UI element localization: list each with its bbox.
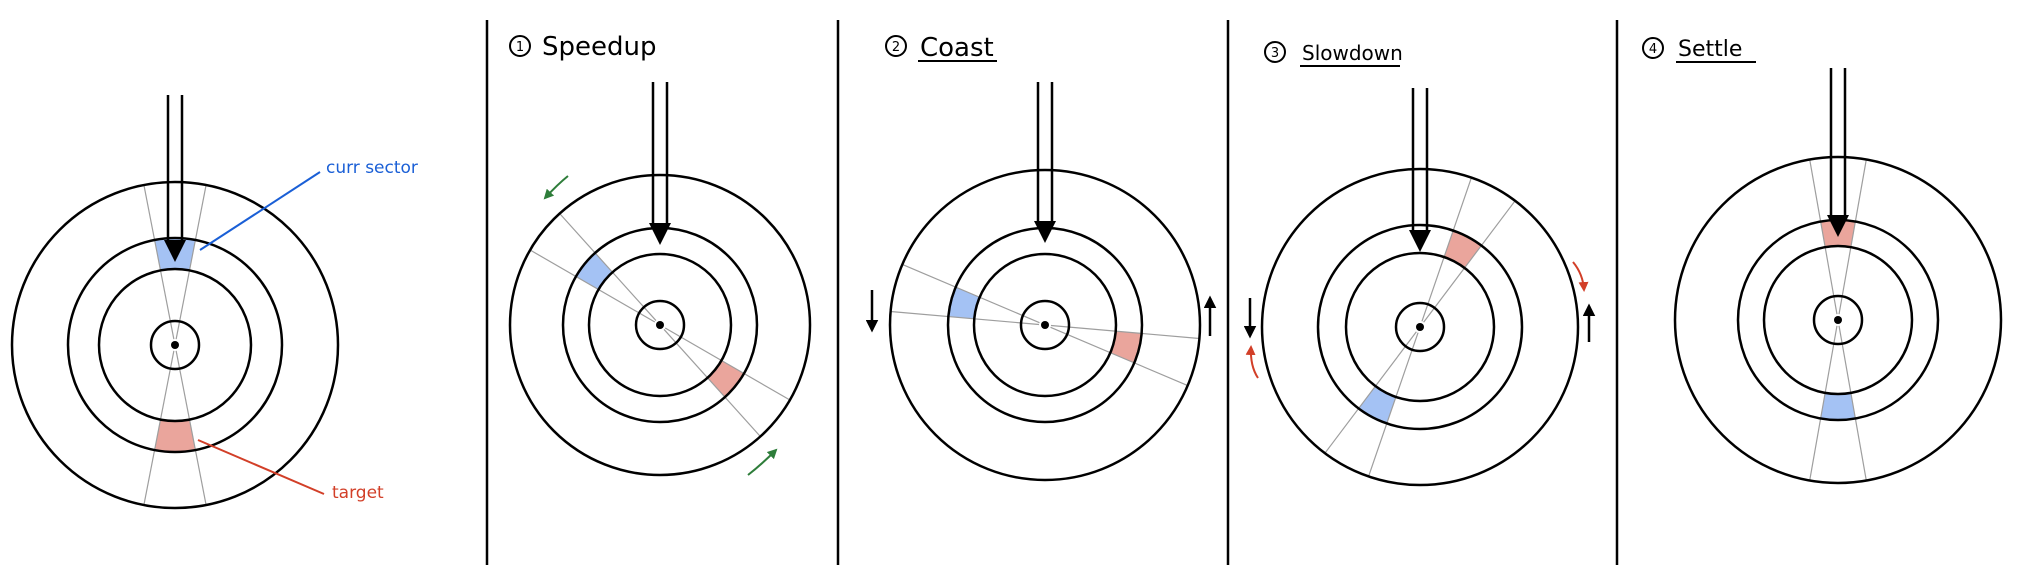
hub-ring [149, 319, 201, 371]
step-number-circle [509, 35, 531, 57]
outer-edge [888, 168, 1202, 482]
step-number: 1 [516, 40, 524, 55]
head-tip [164, 240, 186, 262]
inner-track [972, 252, 1118, 398]
head-tip [1034, 221, 1056, 243]
panel-dividers [485, 20, 1619, 565]
spindle [1834, 316, 1842, 324]
target-pointer [197, 439, 325, 495]
curr-sector-pointer [199, 171, 321, 251]
step-title: Speedup [542, 32, 657, 62]
step-title: Settle [1678, 37, 1742, 62]
hub-ring [634, 299, 686, 351]
middle-track [1316, 223, 1524, 431]
sector-guide-line [1838, 325, 1867, 481]
inner-track [1344, 251, 1496, 403]
head-tip [1827, 215, 1849, 237]
panel-title-1: 1 Speedup [509, 32, 657, 62]
head-tip [1409, 230, 1431, 252]
inner-track [1762, 244, 1914, 396]
step-number-circle [885, 35, 907, 57]
outer-edge [10, 180, 340, 510]
outer-edge [1673, 155, 2003, 485]
speedup-disk [508, 82, 812, 477]
sector-guide-line [559, 213, 657, 321]
sector-guide-line [902, 263, 1040, 324]
sector-guide-line [1838, 159, 1867, 315]
sector-guide-line [175, 350, 207, 506]
panel-title-2: 2 Coast [885, 33, 997, 63]
spindle [171, 341, 179, 349]
sector-guide-line [175, 184, 207, 340]
sector-guide-line [143, 184, 175, 340]
step-number: 2 [892, 40, 900, 55]
curr-sector [948, 287, 980, 319]
sector-guide-line [664, 327, 791, 401]
speedup-arrow-top [543, 175, 569, 200]
sector-guide-line [143, 350, 175, 506]
step-number-circle [1642, 37, 1664, 59]
sector-guide-line [1809, 325, 1838, 481]
slowdown-red-arrow-left [1245, 345, 1259, 379]
target-sector [1444, 230, 1482, 268]
sector-guide-line [1421, 177, 1473, 322]
sector-guide-line [1809, 159, 1838, 315]
step-title: Coast [920, 33, 994, 63]
sector-guide-line [890, 310, 1040, 326]
speedup-arrow-bottom [747, 448, 778, 476]
curr-sector [575, 252, 613, 290]
panel-title-4: 4 Settle [1642, 37, 1756, 63]
step-number: 4 [1649, 42, 1657, 57]
hub-ring [1812, 294, 1864, 346]
head-tip [649, 223, 671, 245]
sector-guide-line [1050, 326, 1188, 387]
outer-edge [508, 173, 812, 477]
curr-sector [1358, 386, 1396, 424]
target-sector [707, 360, 745, 398]
step-number: 3 [1271, 46, 1279, 61]
target-sector [1110, 331, 1142, 363]
target-sector [154, 419, 196, 452]
slowdown-red-arrow-right [1572, 261, 1589, 292]
read-head [1409, 88, 1431, 252]
read-head [1034, 82, 1056, 243]
outer-edge [1260, 167, 1580, 487]
middle-track [66, 236, 284, 454]
overview-disk [10, 95, 340, 510]
read-head [649, 82, 671, 245]
sector-guide-line [1050, 324, 1200, 340]
settle-disk [1673, 68, 2003, 485]
hub-ring [1019, 299, 1071, 351]
target-label: target [332, 483, 384, 503]
curr-sector-label: curr sector [326, 158, 418, 178]
panel-title-3: 3 Slowdown [1264, 41, 1403, 67]
sector-guide-line [1324, 331, 1417, 454]
sector-guide-line [529, 249, 656, 323]
sector-guide-line [1423, 200, 1516, 323]
spindle [656, 321, 664, 329]
inner-track [587, 252, 733, 398]
inner-track [97, 267, 253, 423]
hub-ring [1394, 301, 1446, 353]
curr-sector [1820, 392, 1856, 420]
spindle [1416, 323, 1424, 331]
read-head [164, 95, 186, 262]
spindle [1041, 321, 1049, 329]
sector-guide-line [1367, 332, 1419, 477]
sector-guide-line [663, 329, 761, 437]
step-title: Slowdown [1302, 41, 1403, 65]
coast-disk [888, 82, 1202, 482]
step-number-circle [1264, 41, 1286, 63]
slowdown-disk [1260, 88, 1580, 487]
read-head [1827, 68, 1849, 237]
